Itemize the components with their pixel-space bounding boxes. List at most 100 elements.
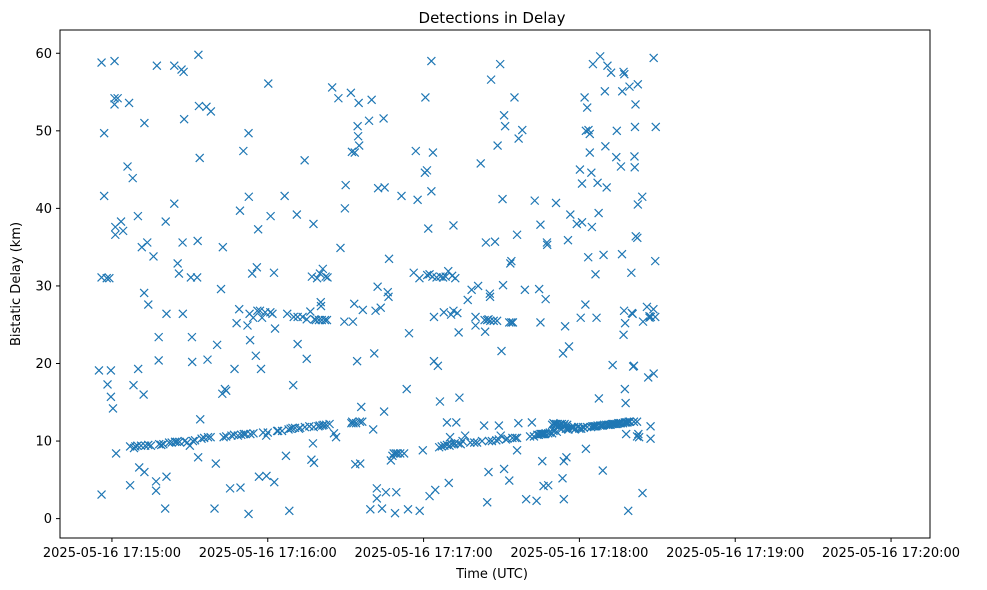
data-point (536, 220, 545, 230)
data-point (616, 162, 626, 171)
data-point (435, 397, 445, 406)
data-point (212, 340, 222, 350)
data-point (620, 318, 630, 328)
data-point (494, 421, 504, 430)
data-point (232, 318, 242, 328)
data-point (391, 449, 401, 458)
data-point (179, 67, 189, 77)
data-point (438, 272, 448, 282)
data-point (195, 153, 205, 163)
data-point (638, 317, 648, 327)
data-point (575, 165, 585, 175)
data-point (364, 116, 374, 126)
data-point (377, 504, 387, 513)
data-point (594, 393, 604, 403)
data-point (174, 269, 184, 278)
data-point (281, 451, 291, 461)
data-point (381, 487, 391, 497)
data-point (133, 211, 143, 221)
data-point (595, 51, 605, 61)
data-point (261, 431, 271, 441)
data-point (312, 273, 322, 283)
data-point (476, 158, 486, 168)
data-point (498, 194, 507, 204)
y-tick-label: 20 (35, 357, 52, 372)
data-point (402, 384, 412, 394)
data-point (282, 309, 292, 319)
data-point (108, 404, 118, 413)
data-points (94, 50, 661, 519)
data-point (497, 346, 506, 356)
data-point (178, 238, 188, 247)
data-point (620, 384, 630, 394)
x-tick-label: 2025-05-16 17:19:00 (666, 546, 804, 561)
data-point (452, 308, 462, 318)
data-point (420, 93, 430, 102)
data-point (489, 316, 499, 326)
data-point (193, 452, 203, 462)
data-point (190, 435, 200, 445)
data-point (307, 272, 317, 282)
data-point (277, 426, 287, 436)
data-point (193, 236, 203, 246)
data-point (603, 61, 612, 71)
data-point (633, 79, 643, 89)
data-point (558, 473, 567, 483)
data-point (481, 238, 491, 247)
data-point (560, 321, 570, 331)
data-point (302, 314, 312, 324)
data-point (403, 504, 413, 514)
data-point (463, 295, 473, 305)
data-point (339, 317, 349, 327)
data-point (499, 110, 509, 120)
data-point (621, 398, 631, 408)
data-point (580, 300, 590, 309)
data-point (352, 356, 362, 366)
data-point (269, 477, 279, 487)
x-tick-label: 2025-05-16 17:18:00 (510, 546, 648, 561)
data-point (490, 237, 500, 247)
data-point (650, 312, 660, 322)
data-point (254, 472, 264, 482)
data-point (256, 364, 266, 374)
data-point (356, 402, 366, 412)
y-tick-label: 10 (35, 435, 52, 450)
data-point (391, 487, 401, 497)
data-point (251, 351, 261, 361)
data-point (500, 121, 510, 131)
data-point (129, 380, 138, 390)
data-point (143, 440, 153, 450)
data-point (379, 407, 389, 417)
data-point (110, 100, 119, 109)
data-point (245, 335, 255, 345)
data-point (263, 79, 273, 88)
data-point (367, 95, 377, 105)
data-point (445, 432, 455, 442)
data-point (532, 496, 541, 506)
x-tick-label: 2025-05-16 17:20:00 (822, 546, 960, 561)
data-point (449, 221, 458, 230)
data-point (151, 476, 161, 486)
data-point (510, 93, 519, 102)
data-point (521, 494, 531, 504)
data-point (244, 128, 253, 138)
data-point (234, 304, 244, 314)
data-point (577, 217, 587, 227)
data-point (512, 445, 522, 455)
y-tick-label: 60 (35, 47, 52, 62)
data-point (226, 431, 236, 441)
data-point (633, 429, 643, 439)
data-point (97, 58, 106, 67)
data-point (143, 300, 153, 309)
data-point (542, 238, 552, 247)
data-point (110, 93, 119, 103)
data-point (504, 476, 514, 486)
data-point (477, 436, 487, 446)
data-point (162, 309, 171, 319)
data-point (193, 50, 203, 60)
data-point (512, 230, 522, 240)
data-point (238, 146, 248, 156)
data-point (156, 440, 166, 450)
data-point (619, 67, 628, 77)
